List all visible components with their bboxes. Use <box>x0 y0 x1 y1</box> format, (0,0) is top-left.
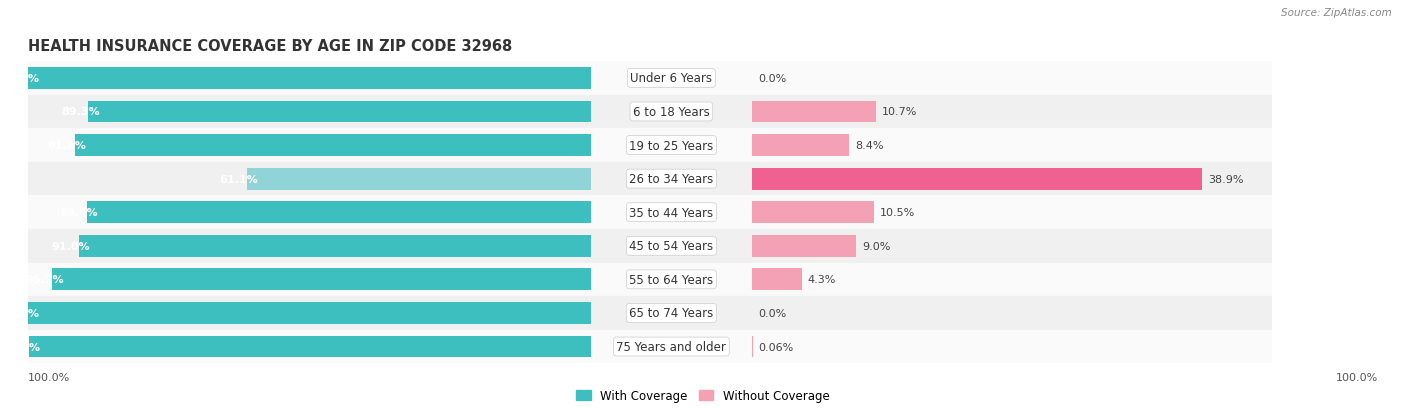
Bar <box>52 269 591 291</box>
Text: HEALTH INSURANCE COVERAGE BY AGE IN ZIP CODE 32968: HEALTH INSURANCE COVERAGE BY AGE IN ZIP … <box>28 39 512 54</box>
Bar <box>752 230 1272 263</box>
Text: 100.0%: 100.0% <box>0 74 39 84</box>
Bar <box>28 297 591 330</box>
Text: 0.0%: 0.0% <box>758 74 786 84</box>
Bar <box>752 135 849 157</box>
Bar <box>28 263 591 297</box>
Bar <box>591 62 752 95</box>
Text: 99.9%: 99.9% <box>1 342 39 352</box>
Text: 91.0%: 91.0% <box>52 241 90 251</box>
Bar <box>752 169 1202 190</box>
Text: 19 to 25 Years: 19 to 25 Years <box>630 139 713 152</box>
Bar <box>752 269 801 291</box>
Text: 6 to 18 Years: 6 to 18 Years <box>633 106 710 119</box>
Bar <box>591 297 752 330</box>
Text: 61.1%: 61.1% <box>219 174 259 184</box>
Text: 89.3%: 89.3% <box>60 107 100 117</box>
Bar <box>752 297 1272 330</box>
Bar <box>591 162 752 196</box>
Bar <box>28 230 591 263</box>
Text: 95.7%: 95.7% <box>25 275 63 285</box>
Text: Source: ZipAtlas.com: Source: ZipAtlas.com <box>1281 8 1392 18</box>
Bar <box>752 95 1272 129</box>
Bar <box>591 263 752 297</box>
Bar <box>247 169 591 190</box>
Bar <box>752 196 1272 230</box>
Text: 10.7%: 10.7% <box>882 107 917 117</box>
Text: 4.3%: 4.3% <box>807 275 837 285</box>
Bar <box>89 101 591 123</box>
Bar <box>28 95 591 129</box>
Text: Under 6 Years: Under 6 Years <box>630 72 713 85</box>
Bar <box>28 162 591 196</box>
Bar <box>752 235 856 257</box>
Text: 75 Years and older: 75 Years and older <box>616 340 727 353</box>
Text: 100.0%: 100.0% <box>1336 372 1378 382</box>
Text: 0.06%: 0.06% <box>759 342 794 352</box>
Bar <box>76 135 591 157</box>
Bar <box>752 263 1272 297</box>
Bar <box>28 336 591 358</box>
Bar <box>79 235 591 257</box>
Bar <box>591 95 752 129</box>
Text: 100.0%: 100.0% <box>28 372 70 382</box>
Text: 8.4%: 8.4% <box>855 141 883 151</box>
Text: 89.5%: 89.5% <box>60 208 98 218</box>
Text: 65 to 74 Years: 65 to 74 Years <box>630 307 713 320</box>
Bar <box>28 196 591 230</box>
Bar <box>591 230 752 263</box>
Bar <box>591 129 752 162</box>
Bar <box>28 330 591 363</box>
Text: 0.0%: 0.0% <box>758 308 786 318</box>
Bar <box>752 162 1272 196</box>
Bar <box>752 101 876 123</box>
Text: 10.5%: 10.5% <box>879 208 915 218</box>
Bar <box>752 330 1272 363</box>
Bar <box>752 202 873 223</box>
Bar <box>591 196 752 230</box>
Bar <box>28 129 591 162</box>
Legend: With Coverage, Without Coverage: With Coverage, Without Coverage <box>572 385 834 407</box>
Text: 91.6%: 91.6% <box>48 141 87 151</box>
Bar <box>752 129 1272 162</box>
Text: 26 to 34 Years: 26 to 34 Years <box>630 173 713 186</box>
Text: 38.9%: 38.9% <box>1208 174 1243 184</box>
Bar <box>87 202 591 223</box>
Text: 55 to 64 Years: 55 to 64 Years <box>630 273 713 286</box>
Bar <box>28 62 591 95</box>
Bar <box>28 302 591 324</box>
Bar <box>591 330 752 363</box>
Text: 100.0%: 100.0% <box>0 308 39 318</box>
Bar <box>28 68 591 90</box>
Text: 35 to 44 Years: 35 to 44 Years <box>630 206 713 219</box>
Bar <box>752 62 1272 95</box>
Text: 9.0%: 9.0% <box>862 241 890 251</box>
Text: 45 to 54 Years: 45 to 54 Years <box>630 240 713 253</box>
